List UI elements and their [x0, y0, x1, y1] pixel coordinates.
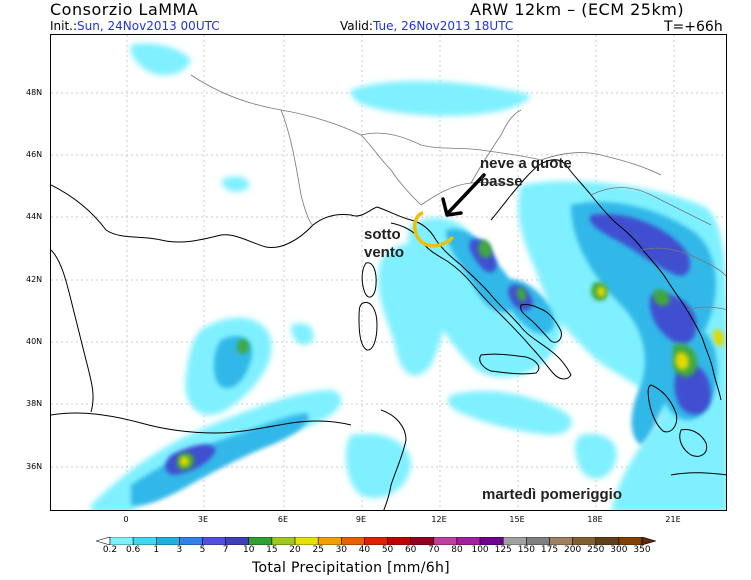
colorbar-segment [433, 537, 458, 545]
snow-arrow [441, 173, 486, 217]
colorbar-label: 150 [517, 545, 535, 555]
colorbar-segment [248, 537, 273, 545]
colorbar-label: 50 [381, 545, 394, 555]
lon-label: 3E [197, 515, 209, 524]
valid-prefix: Valid: [340, 19, 373, 33]
colorbar-title: Total Precipitation [mm/6h] [252, 560, 450, 576]
colorbar-label: 0.2 [102, 545, 118, 555]
lon-label: 12E [431, 515, 447, 524]
lon-label: 0 [123, 515, 129, 524]
colorbar-segment [202, 537, 226, 545]
colorbar-segment [595, 537, 620, 545]
colorbar-segment [502, 537, 527, 545]
colorbar-segment [109, 537, 134, 545]
colorbar-label: 175 [540, 545, 559, 555]
lat-label: 48N [26, 88, 43, 97]
colorbar-label: 250 [587, 545, 605, 555]
colorbar-over-triangle [641, 537, 656, 545]
colorbar-label: 40 [358, 545, 371, 555]
lon-label: 6E [277, 515, 289, 524]
colorbar-segment [479, 537, 504, 545]
colorbar-segment [387, 537, 411, 545]
colorbar-segment [271, 537, 296, 545]
precip-yellow [179, 286, 724, 467]
lat-label: 42N [26, 275, 43, 284]
precipitation-map [51, 35, 726, 510]
colorbar-segment [179, 537, 203, 545]
colorbar-label: 100 [471, 545, 489, 555]
colorbar-segment [317, 537, 342, 545]
colorbar-label: 30 [335, 545, 348, 555]
valid-value: Tue, 26Nov2013 18UTC [372, 19, 514, 33]
lon-label: 15E [509, 515, 525, 524]
colorbar-label: 5 [199, 545, 206, 555]
colorbar-segment [572, 537, 596, 545]
colorbar-label: 20 [289, 545, 301, 555]
map-frame [50, 34, 727, 511]
valid-time: Valid:Tue, 26Nov2013 18UTC [340, 19, 513, 33]
colorbar [96, 537, 656, 545]
colorbar-segment [549, 537, 573, 545]
model-info: ARW 12km – (ECM 25km) [470, 0, 685, 19]
init-value: Sun, 24Nov2013 00UTC [77, 19, 220, 33]
colorbar-label: 350 [633, 545, 651, 555]
colorbar-label: 3 [176, 545, 183, 555]
colorbar-label: 60 [404, 545, 417, 555]
colorbar-label: 80 [451, 545, 463, 555]
lat-label: 46N [26, 150, 43, 159]
colorbar-label: 300 [610, 545, 628, 555]
colorbar-segment [618, 537, 643, 545]
lon-label: 9E [355, 515, 367, 524]
colorbar-label: 0.6 [125, 545, 141, 555]
coastlines [51, 159, 726, 510]
init-time: Init.:Sun, 24Nov2013 00UTC [50, 19, 220, 33]
init-prefix: Init.: [50, 19, 78, 33]
borders [190, 74, 726, 311]
colorbar-segment [225, 537, 250, 545]
lee-arc [413, 211, 455, 248]
colorbar-segment [294, 537, 319, 545]
lon-label: 18E [587, 515, 603, 524]
colorbar-label: 10 [243, 545, 255, 555]
colorbar-label: 25 [312, 545, 324, 555]
colorbar-segment [456, 537, 481, 545]
colorbar-segment [341, 537, 365, 545]
lat-label: 44N [26, 212, 43, 221]
lat-label: 40N [26, 337, 43, 346]
colorbar-label: 70 [428, 545, 440, 555]
lon-label: 21E [665, 515, 681, 524]
colorbar-segment [132, 537, 157, 545]
lead-time: T=+66h [664, 19, 723, 35]
lat-label: 36N [26, 462, 43, 471]
colorbar-segment [364, 537, 388, 545]
colorbar-label: 200 [564, 545, 582, 555]
colorbar-segment [156, 537, 180, 545]
colorbar-label: 1 [153, 545, 160, 555]
colorbar-label: 15 [266, 545, 278, 555]
map-title: Consorzio LaMMA [50, 0, 199, 19]
annotation-day: martedì pomeriggio [482, 486, 623, 503]
colorbar-segment [526, 537, 550, 545]
colorbar-label: 7 [222, 545, 229, 555]
annotation-lee: sotto vento [364, 226, 405, 261]
colorbar-under-triangle [96, 537, 111, 545]
annotation-snow: neve a quote basse [480, 155, 572, 190]
colorbar-label: 125 [494, 545, 512, 555]
colorbar-segment [410, 537, 435, 545]
lat-label: 38N [26, 399, 43, 408]
